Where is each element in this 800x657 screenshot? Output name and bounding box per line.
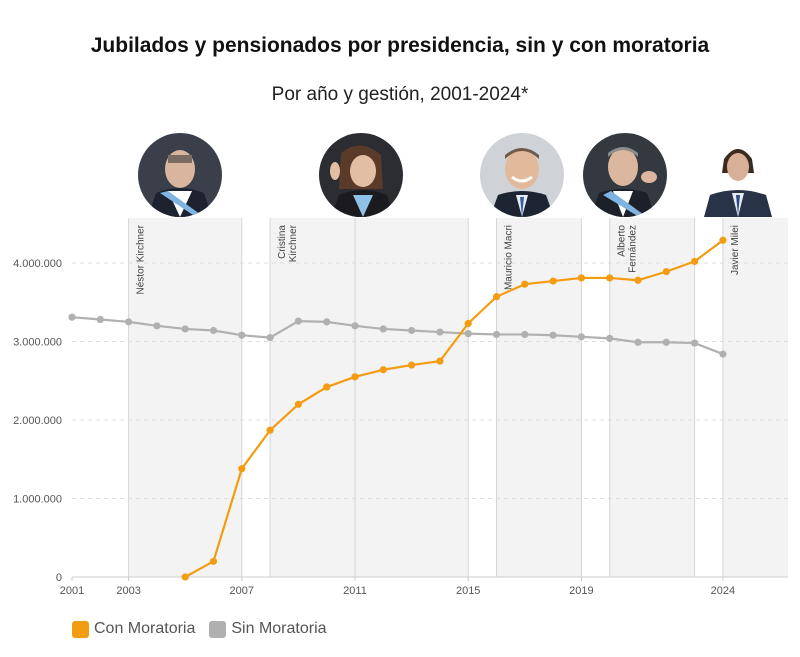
president-label: Alberto [617, 225, 628, 257]
data-point-sin-moratoria [238, 331, 246, 339]
president-label: Javier Milei [730, 225, 741, 275]
data-point-sin-moratoria [521, 330, 529, 339]
data-point-con-moratoria [549, 277, 557, 285]
portrait-javier-milei [696, 133, 780, 217]
data-point-sin-moratoria [294, 317, 303, 325]
y-tick-label: 1.000.000 [13, 494, 62, 506]
portrait-cristina-kirchner [319, 133, 403, 217]
president-label: Mauricio Macri [503, 225, 514, 290]
data-point-con-moratoria [436, 357, 444, 365]
data-point-sin-moratoria [436, 328, 444, 336]
legend-swatch-sin-moratoria [209, 620, 227, 638]
data-point-sin-moratoria [549, 331, 557, 339]
data-point-con-moratoria [209, 557, 218, 565]
data-point-sin-moratoria [266, 333, 274, 342]
y-tick-label: 4.000.000 [13, 258, 62, 270]
y-tick-label: 2.000.000 [13, 415, 62, 427]
data-point-sin-moratoria [634, 338, 642, 346]
president-label: Fernández [628, 225, 639, 273]
data-point-con-moratoria [521, 280, 529, 288]
data-point-sin-moratoria [691, 339, 699, 347]
chart-subtitle: Por año y gestión, 2001-2024* [271, 84, 529, 105]
x-tick-label: 2019 [569, 585, 593, 597]
data-point-con-moratoria [351, 373, 359, 381]
data-point-sin-moratoria [379, 325, 387, 333]
x-tick-label: 2007 [230, 585, 254, 597]
data-point-sin-moratoria [125, 318, 133, 326]
data-point-sin-moratoria [351, 322, 359, 330]
series-line-con-moratoria [184, 239, 724, 578]
data-point-sin-moratoria [68, 313, 76, 321]
portrait-mauricio-macri [480, 133, 564, 217]
data-point-sin-moratoria [323, 318, 331, 326]
legend-item-sin-moratoria[interactable]: Sin Moratoria [209, 620, 327, 638]
legend-swatch-con-moratoria [72, 620, 89, 638]
data-point-sin-moratoria [464, 330, 472, 338]
y-tick-label: 3.000.000 [13, 337, 62, 349]
data-point-sin-moratoria [408, 326, 416, 335]
data-point-con-moratoria [323, 383, 331, 391]
x-tick-label: 2001 [60, 585, 84, 597]
legend: Con Moratoria Sin Moratoria [72, 620, 327, 638]
data-point-con-moratoria [577, 274, 586, 282]
x-tick-label: 2015 [456, 585, 480, 597]
chart-title: Jubilados y pensionados por presidencia,… [90, 34, 710, 57]
data-point-sin-moratoria [153, 322, 161, 330]
presidency-band [270, 218, 469, 577]
president-label: Néstor Kirchner [136, 224, 147, 294]
legend-label-con-moratoria: Con Moratoria [94, 620, 196, 637]
data-point-sin-moratoria [719, 350, 727, 358]
data-point-con-moratoria [719, 236, 727, 244]
data-point-con-moratoria [238, 465, 246, 473]
data-point-sin-moratoria [181, 325, 189, 333]
portrait-alberto-fernandez [583, 133, 667, 217]
data-point-con-moratoria [266, 426, 274, 434]
data-point-sin-moratoria [96, 315, 104, 324]
data-point-con-moratoria [408, 361, 416, 369]
data-point-con-moratoria [492, 293, 501, 301]
presidency-band [496, 218, 582, 577]
data-point-con-moratoria [379, 366, 387, 374]
x-tick-label: 2024 [711, 585, 735, 597]
presidency-band [609, 218, 695, 577]
legend-item-con-moratoria[interactable]: Con Moratoria [72, 620, 195, 638]
legend-label-sin-moratoria: Sin Moratoria [231, 620, 327, 637]
y-tick-label: 0 [56, 572, 62, 584]
data-point-con-moratoria [464, 319, 472, 328]
presidency-band [722, 218, 788, 577]
x-tick-label: 2003 [116, 585, 140, 597]
data-point-sin-moratoria [606, 334, 614, 342]
presidency-band [128, 218, 242, 577]
data-point-con-moratoria [634, 276, 642, 284]
president-label: Cristina [277, 225, 288, 259]
data-point-sin-moratoria [209, 326, 218, 335]
data-point-con-moratoria [606, 274, 614, 282]
data-point-sin-moratoria [662, 338, 670, 346]
president-label: Kirchner [288, 224, 299, 262]
data-point-con-moratoria [691, 257, 699, 266]
data-point-con-moratoria [181, 573, 189, 581]
data-point-sin-moratoria [492, 330, 501, 339]
series-line-sin-moratoria [71, 316, 724, 356]
data-point-sin-moratoria [577, 333, 586, 341]
portrait-nestor-kirchner [138, 133, 222, 217]
data-point-con-moratoria [294, 400, 303, 408]
data-point-con-moratoria [662, 268, 670, 276]
x-tick-label: 2011 [343, 585, 367, 597]
